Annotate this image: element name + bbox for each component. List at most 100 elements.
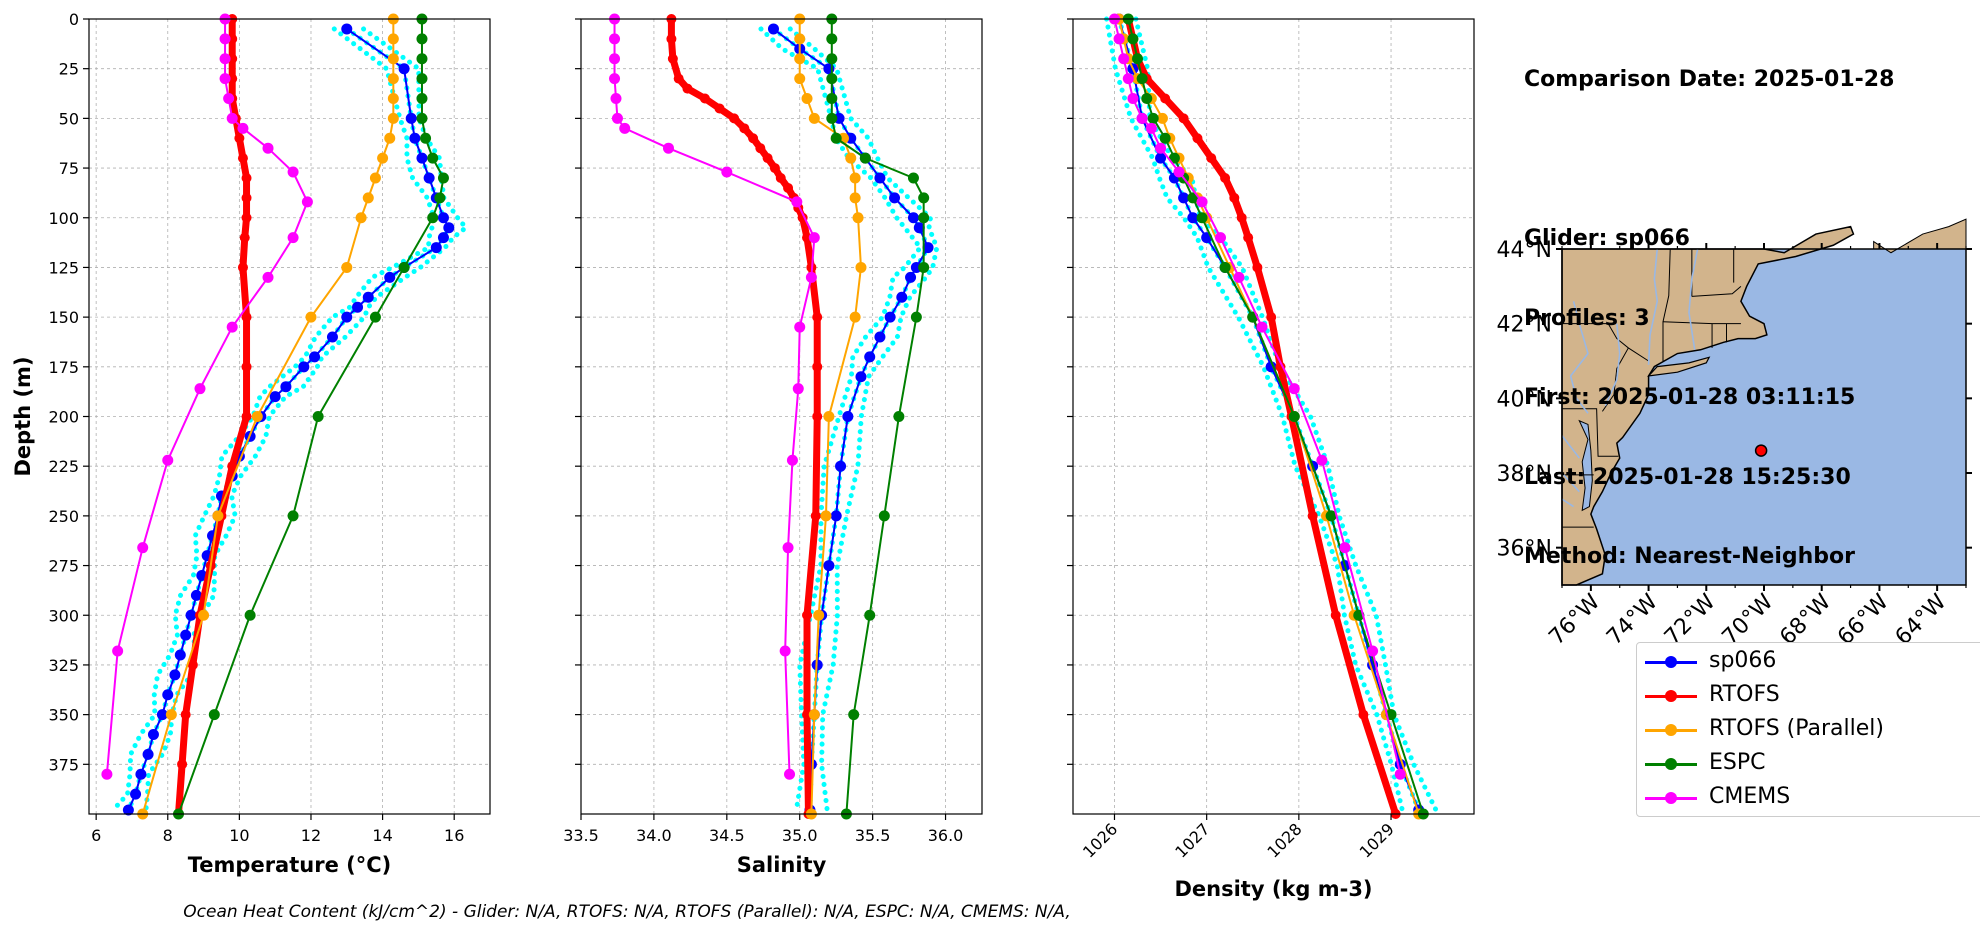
data-point xyxy=(341,23,353,35)
data-point xyxy=(1288,383,1300,395)
data-point xyxy=(1233,271,1245,283)
data-point xyxy=(808,709,820,721)
legend-marker xyxy=(1665,724,1677,736)
data-point xyxy=(1266,312,1277,323)
data-point xyxy=(1141,93,1153,104)
salinity-panel: 33.5 34.0 34.5 35.0 35.5 36.0 Salinity xyxy=(563,13,983,877)
data-point xyxy=(130,788,142,800)
data-point xyxy=(783,182,794,193)
data-point xyxy=(667,53,678,64)
data-point xyxy=(241,192,252,203)
data-point xyxy=(387,73,399,85)
data-point xyxy=(729,113,740,124)
x-tick-label: 1029 xyxy=(1356,819,1398,861)
legend: sp066 RTOFS RTOFS (Parallel) ESPC CMEMS xyxy=(1636,642,1980,817)
data-point xyxy=(1127,33,1139,45)
data-point xyxy=(835,460,847,472)
data-point xyxy=(1178,192,1190,204)
data-point xyxy=(830,132,842,144)
data-point xyxy=(748,133,759,144)
data-point xyxy=(437,212,449,224)
glider-profile-line xyxy=(1133,16,1439,813)
data-point xyxy=(786,454,798,466)
data-point xyxy=(1178,113,1189,124)
data-point xyxy=(1187,192,1199,204)
y-tick-label: 250 xyxy=(48,507,79,526)
data-point xyxy=(682,83,693,94)
data-point xyxy=(842,411,854,422)
legend-label: ESPC xyxy=(1709,750,1766,775)
last-time: Last: 2025-01-28 15:25:30 xyxy=(1524,464,1851,490)
data-point xyxy=(227,461,238,472)
glider-profile-line xyxy=(758,26,924,813)
data-point xyxy=(1307,510,1318,521)
data-point xyxy=(187,659,198,670)
data-point xyxy=(826,73,838,85)
data-point xyxy=(849,192,861,204)
data-point xyxy=(180,709,191,720)
data-point xyxy=(305,311,317,323)
state-border xyxy=(1662,248,1671,361)
data-point xyxy=(1219,261,1231,273)
legend-marker xyxy=(1665,792,1677,804)
data-point xyxy=(1118,53,1130,65)
data-point xyxy=(805,271,817,283)
ohc-footer: Ocean Heat Content (kJ/cm^2) - Glider: N… xyxy=(183,902,1071,922)
data-point xyxy=(369,172,381,184)
data-point xyxy=(794,53,806,65)
legend-label: sp066 xyxy=(1709,648,1777,673)
x-tick-label: 10 xyxy=(229,826,249,845)
data-point xyxy=(416,33,428,45)
data-point xyxy=(1214,232,1226,244)
data-point xyxy=(714,103,725,114)
data-point xyxy=(918,192,930,204)
glider-position-marker xyxy=(1754,444,1768,457)
data-point xyxy=(280,381,292,393)
river xyxy=(1561,472,1580,493)
y-tick-label: 325 xyxy=(48,656,79,675)
legend-item-espc: ESPC xyxy=(1637,748,1980,782)
data-point xyxy=(234,133,245,144)
data-point xyxy=(287,232,299,244)
data-point xyxy=(855,261,867,273)
data-point xyxy=(782,542,794,554)
data-point xyxy=(884,311,896,323)
data-point xyxy=(355,212,367,224)
data-point xyxy=(1256,321,1268,333)
data-point xyxy=(174,649,186,661)
data-point xyxy=(874,172,886,184)
data-point xyxy=(443,222,455,234)
data-point xyxy=(112,645,124,657)
data-point xyxy=(609,53,621,65)
data-point xyxy=(794,321,806,333)
legend-item-rtofs: RTOFS xyxy=(1637,680,1980,714)
map-y-tick-label: 36°N xyxy=(1497,537,1552,562)
x-tick-label: 35.5 xyxy=(855,826,891,845)
data-point xyxy=(1155,152,1167,164)
data-point xyxy=(437,232,449,244)
data-point xyxy=(1136,73,1148,85)
x-tick-label: 34.5 xyxy=(709,826,745,845)
data-point xyxy=(830,510,842,522)
y-tick-label: 75 xyxy=(59,159,79,178)
data-point xyxy=(398,63,410,75)
data-point xyxy=(859,152,871,164)
data-point xyxy=(190,589,202,601)
data-point xyxy=(1196,212,1208,224)
data-point xyxy=(362,192,374,204)
data-point xyxy=(801,93,813,104)
legend-label: RTOFS xyxy=(1709,682,1780,707)
data-point xyxy=(219,33,231,45)
data-point xyxy=(384,271,396,283)
data-point xyxy=(287,510,299,522)
data-point xyxy=(416,93,428,104)
data-point xyxy=(241,312,252,323)
data-point xyxy=(792,383,804,395)
y-tick-label: 150 xyxy=(48,308,79,327)
data-point xyxy=(169,669,181,681)
data-point xyxy=(137,542,149,554)
data-point xyxy=(405,112,417,124)
data-point xyxy=(893,411,905,422)
data-point xyxy=(1122,73,1134,85)
